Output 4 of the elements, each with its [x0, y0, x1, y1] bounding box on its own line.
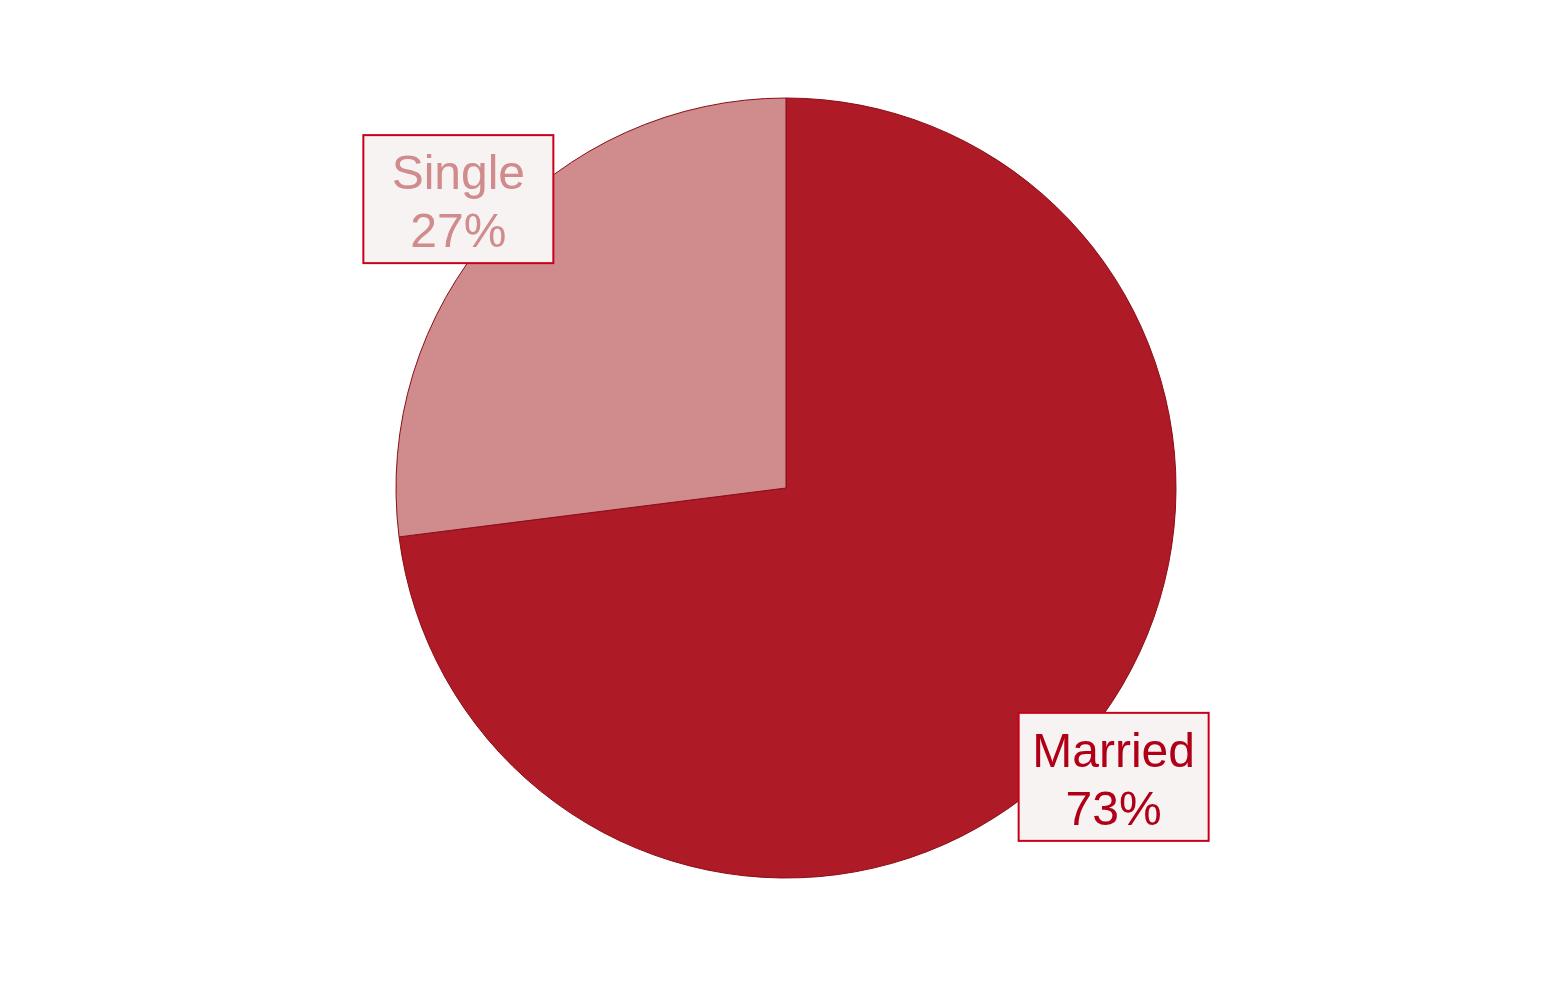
slice-label: Single [391, 146, 526, 200]
data-label: 27% [410, 204, 507, 258]
data-label: 73% [1065, 781, 1162, 835]
slice-label: Married [1032, 723, 1195, 777]
